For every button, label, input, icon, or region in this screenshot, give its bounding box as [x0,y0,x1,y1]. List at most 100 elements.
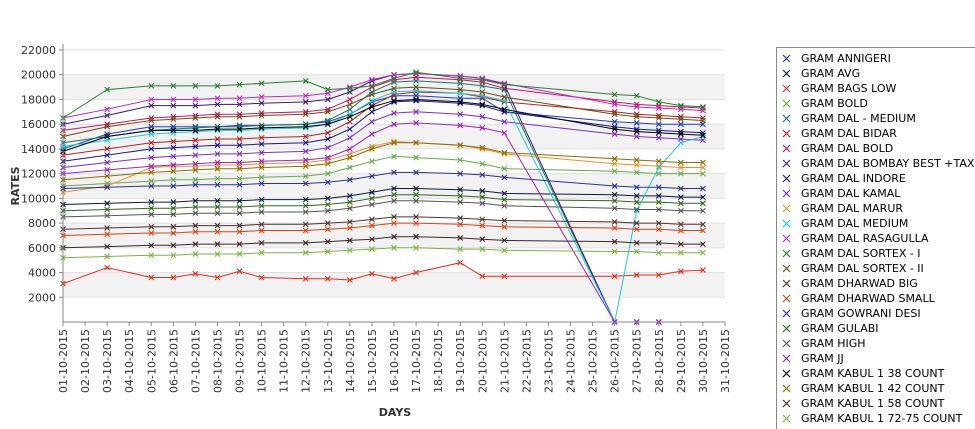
data-point-marker [413,191,419,198]
data-point-marker [457,235,464,241]
data-point-marker [214,159,221,166]
data-point-marker [479,273,486,280]
x-tick-label: 06-10-2015 [167,329,180,393]
data-point-marker [479,246,486,252]
data-point-marker [700,267,706,273]
data-point-marker [192,222,199,229]
data-point-marker [611,248,618,255]
data-point-marker [700,103,706,110]
series-line [62,122,659,323]
data-point-marker [258,100,265,107]
data-point-marker [611,168,618,175]
data-point-marker [192,197,199,204]
data-point-marker [192,210,199,217]
data-point-marker [214,136,221,142]
y-tick-label: 8000 [28,217,56,230]
data-point-marker [655,193,662,199]
data-point-marker [104,173,111,179]
legend-label: GRAM AVG [801,67,860,80]
data-point-marker [700,241,706,247]
data-point-marker [391,169,397,176]
legend-label: GRAM DAL SORTEX - I [801,247,921,260]
data-point-marker [236,268,243,275]
data-point-marker [611,197,618,204]
data-point-marker [655,220,662,226]
series-line [62,216,703,230]
data-point-marker [324,248,331,255]
legend-label: GRAM ANNIGERI [801,52,891,65]
data-point-marker [104,133,111,140]
x-tick-label: 20-10-2015 [476,329,489,393]
legend-marker [782,189,791,198]
data-point-marker [391,153,397,160]
series-line [62,72,703,119]
data-point-marker [214,111,221,118]
legend-marker [782,159,791,168]
data-point-marker [413,69,419,76]
data-point-marker [611,111,618,118]
data-point-marker [302,157,309,163]
data-point-marker [655,184,662,191]
data-point-marker [192,241,199,247]
legend-item: GRAM DAL SORTEX - II [782,262,924,275]
x-tick-label: 15-10-2015 [366,329,379,393]
data-point-marker [214,274,221,281]
data-point-marker [633,239,640,246]
data-point-marker [236,111,243,118]
data-point-marker [324,144,331,151]
legend-label: GRAM KABUL 1 72-75 COUNT [801,412,963,425]
data-point-marker [369,76,375,83]
data-point-marker [457,122,464,129]
data-point-marker [677,128,684,135]
data-point-marker [258,209,265,215]
data-point-marker [479,113,486,120]
legend-item: GRAM DHARWAD BIG [782,277,918,290]
data-point-marker [369,173,375,179]
data-point-marker [457,75,464,82]
data-point-marker [258,174,265,181]
y-tick-label: 4000 [28,267,56,280]
data-point-marker [104,206,111,213]
data-point-marker [501,81,508,88]
data-point-marker [258,141,265,147]
x-tick-label: 01-10-2015 [57,329,70,393]
legend-item: GRAM KABUL 1 38 COUNT [782,367,945,380]
legend-label: GRAM GOWRANI DESI [801,307,921,320]
data-point-marker [655,129,662,136]
data-point-marker [655,112,662,119]
data-point-marker [324,207,331,214]
data-point-marker [655,105,662,111]
data-point-marker [302,180,309,187]
data-point-marker [346,176,353,183]
data-point-marker [391,233,397,240]
data-point-marker [457,99,464,105]
x-tick-label: 30-10-2015 [697,329,710,393]
data-point-marker [501,196,508,203]
data-point-marker [457,170,464,177]
series-line [62,86,703,137]
data-point-marker [346,118,353,125]
data-point-marker [148,205,155,212]
data-point-marker [369,108,375,115]
data-point-marker [324,129,331,136]
legend-marker [782,399,791,408]
data-point-marker [236,241,243,247]
data-point-marker [501,165,508,172]
data-point-marker [148,82,155,89]
data-point-marker [369,82,375,89]
legend-item: GRAM DAL KAMAL [782,187,901,200]
data-point-marker [655,239,662,246]
data-point-marker [633,103,640,110]
data-point-marker [391,121,397,128]
y-tick-label: 14000 [21,143,56,156]
data-point-marker [214,95,221,102]
x-tick-label: 03-10-2015 [101,329,114,393]
x-tick-label: 31-10-2015 [719,329,732,393]
data-point-marker [346,218,353,225]
data-point-marker [170,223,177,230]
legend-marker [782,144,791,153]
legend-item: GRAM DAL SORTEX - I [782,247,921,260]
data-point-marker [700,159,706,166]
data-point-marker [369,146,375,152]
data-point-marker [369,118,375,125]
